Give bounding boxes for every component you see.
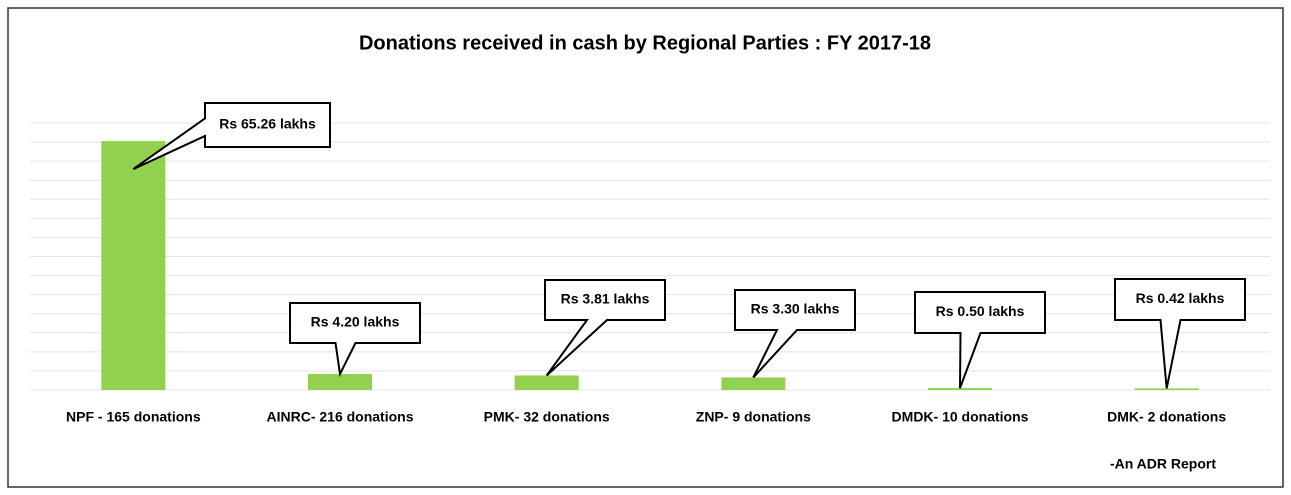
value-label: Rs 3.30 lakhs bbox=[751, 301, 840, 317]
bar bbox=[928, 388, 992, 390]
annotation: -An ADR Report bbox=[1110, 456, 1216, 472]
callout bbox=[289, 302, 421, 378]
x-tick-label: ZNP- 9 donations bbox=[696, 409, 811, 425]
x-tick-label: DMK- 2 donations bbox=[1107, 409, 1226, 425]
x-tick-label: PMK- 32 donations bbox=[484, 409, 610, 425]
value-label: Rs 65.26 lakhs bbox=[219, 116, 316, 132]
value-label: Rs 0.42 lakhs bbox=[1136, 290, 1225, 306]
callout bbox=[132, 102, 331, 170]
bar bbox=[514, 375, 579, 390]
callout bbox=[1114, 278, 1246, 389]
chart-title: Donations received in cash by Regional P… bbox=[359, 32, 931, 54]
x-tick-label: DMDK- 10 donations bbox=[892, 409, 1029, 425]
x-tick-label: AINRC- 216 donations bbox=[266, 409, 413, 425]
bar bbox=[308, 373, 372, 390]
callout bbox=[544, 279, 666, 377]
callout bbox=[734, 289, 856, 379]
value-label: Rs 3.81 lakhs bbox=[561, 291, 650, 307]
bar bbox=[1134, 388, 1199, 390]
callout bbox=[914, 291, 1046, 389]
bar bbox=[101, 141, 166, 390]
value-label: Rs 0.50 lakhs bbox=[936, 303, 1025, 319]
value-label: Rs 4.20 lakhs bbox=[311, 314, 400, 330]
bar bbox=[721, 377, 786, 390]
chart-frame bbox=[7, 7, 1284, 488]
x-tick-label: NPF - 165 donations bbox=[66, 409, 201, 425]
